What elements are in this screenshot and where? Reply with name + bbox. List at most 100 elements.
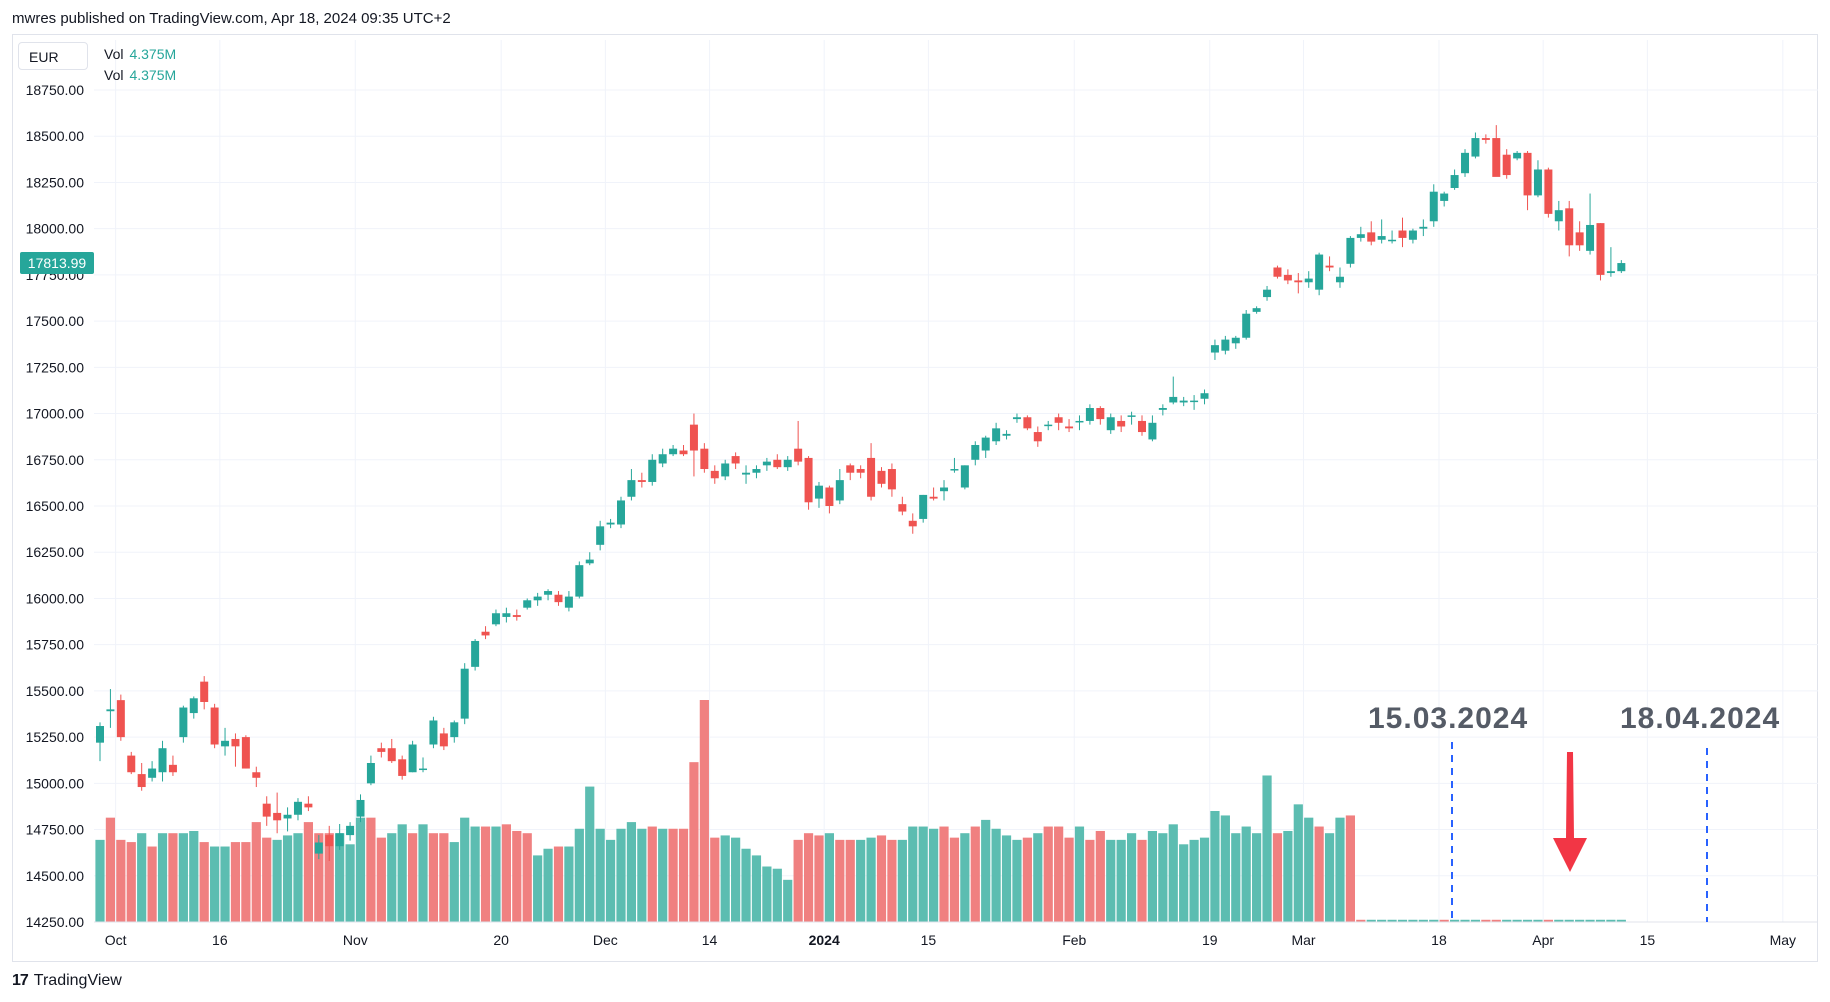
candle-body [1179, 400, 1188, 403]
volume-bar [1595, 919, 1606, 922]
candle-body [669, 448, 678, 455]
volume-bar [1554, 919, 1564, 922]
candle [1096, 406, 1105, 425]
grid-lines [94, 40, 1818, 923]
candle-body [1012, 417, 1021, 420]
candle [940, 480, 949, 501]
volume-bar [981, 819, 991, 922]
volume-bar [887, 839, 897, 922]
x-tick-label: Dec [593, 932, 618, 948]
x-tick-label: 16 [212, 932, 228, 948]
candle-body [1513, 152, 1522, 159]
volume-bar [95, 839, 105, 922]
candle [523, 598, 532, 610]
volume-bar [1324, 833, 1335, 922]
volume-bar [564, 846, 574, 922]
volume-bar [1585, 919, 1595, 922]
volume-bar [720, 835, 730, 922]
volume-bar [1064, 837, 1074, 922]
candle [679, 444, 688, 457]
volume-bar [491, 826, 501, 922]
candle [533, 592, 542, 606]
volume-bar [699, 700, 709, 922]
candle [1335, 267, 1344, 288]
candle-body [304, 803, 313, 808]
volume-bar [1502, 919, 1512, 922]
volume-bar [501, 824, 511, 922]
currency-selector[interactable]: EUR [18, 42, 88, 70]
candle [1002, 430, 1011, 440]
candle-body [554, 594, 563, 603]
y-tick-label: 17000.00 [26, 406, 85, 422]
candle-body [804, 457, 813, 503]
volume-bar [960, 833, 970, 922]
candle [356, 794, 365, 823]
volume-bar [970, 826, 980, 922]
candle-body [346, 825, 355, 836]
volume-bar [1450, 919, 1460, 922]
candle [1179, 396, 1188, 407]
candle [325, 825, 334, 861]
volume-bar [1345, 815, 1355, 922]
volume-bar [866, 837, 876, 922]
candle [846, 463, 855, 481]
volume-bar [1179, 844, 1189, 922]
candle [398, 755, 407, 780]
candle-body [981, 437, 990, 451]
candle [1169, 376, 1178, 405]
volume-bar [1022, 837, 1032, 922]
candle-body [1356, 234, 1365, 238]
volume-bar [1408, 919, 1418, 922]
candle [1325, 256, 1334, 272]
volume-bar [574, 828, 584, 922]
volume-bar [230, 842, 241, 922]
y-tick-label: 14750.00 [26, 822, 85, 838]
candle-body [1419, 226, 1428, 229]
volume-bar [647, 826, 657, 922]
volume-bar [220, 846, 230, 922]
candle-body [846, 465, 855, 473]
candle [783, 456, 792, 471]
candle-body [1263, 289, 1272, 298]
volume-bar [376, 837, 386, 922]
candle-body [585, 559, 594, 564]
candle [856, 465, 865, 479]
candle [929, 487, 938, 501]
candle [887, 463, 896, 497]
candle [189, 696, 198, 719]
y-tick-label: 18500.00 [26, 128, 85, 144]
volume-bar [803, 833, 814, 922]
legend-label: Vol [104, 67, 124, 83]
volume-bar [282, 835, 293, 922]
candle-body [898, 504, 907, 512]
legend-value: 4.375M [129, 46, 177, 62]
candle [1367, 221, 1376, 246]
volume-bar [762, 866, 772, 922]
candles [96, 125, 1626, 861]
candle-body [1023, 417, 1032, 429]
volume-bar [918, 826, 928, 922]
candle-body [835, 480, 844, 501]
candle [637, 472, 646, 488]
chart-frame [12, 34, 1818, 962]
candle-body [429, 720, 438, 745]
candle-body [1210, 345, 1219, 353]
candle-body [1242, 313, 1251, 338]
candle [1148, 415, 1157, 442]
candle [1294, 273, 1303, 294]
candle-body [481, 631, 490, 636]
candle-body [762, 461, 771, 466]
volume-bar [772, 868, 782, 922]
candle [293, 798, 302, 821]
y-tick-label: 18250.00 [26, 174, 85, 190]
candle [408, 740, 417, 773]
candle-body [1096, 408, 1105, 420]
volume-bar [1210, 811, 1220, 922]
candle [137, 762, 146, 791]
candle-body [1200, 393, 1209, 399]
volume-bar [470, 826, 480, 922]
candle [1012, 413, 1021, 423]
candle-body [241, 737, 250, 769]
legend-label: Vol [104, 46, 124, 62]
